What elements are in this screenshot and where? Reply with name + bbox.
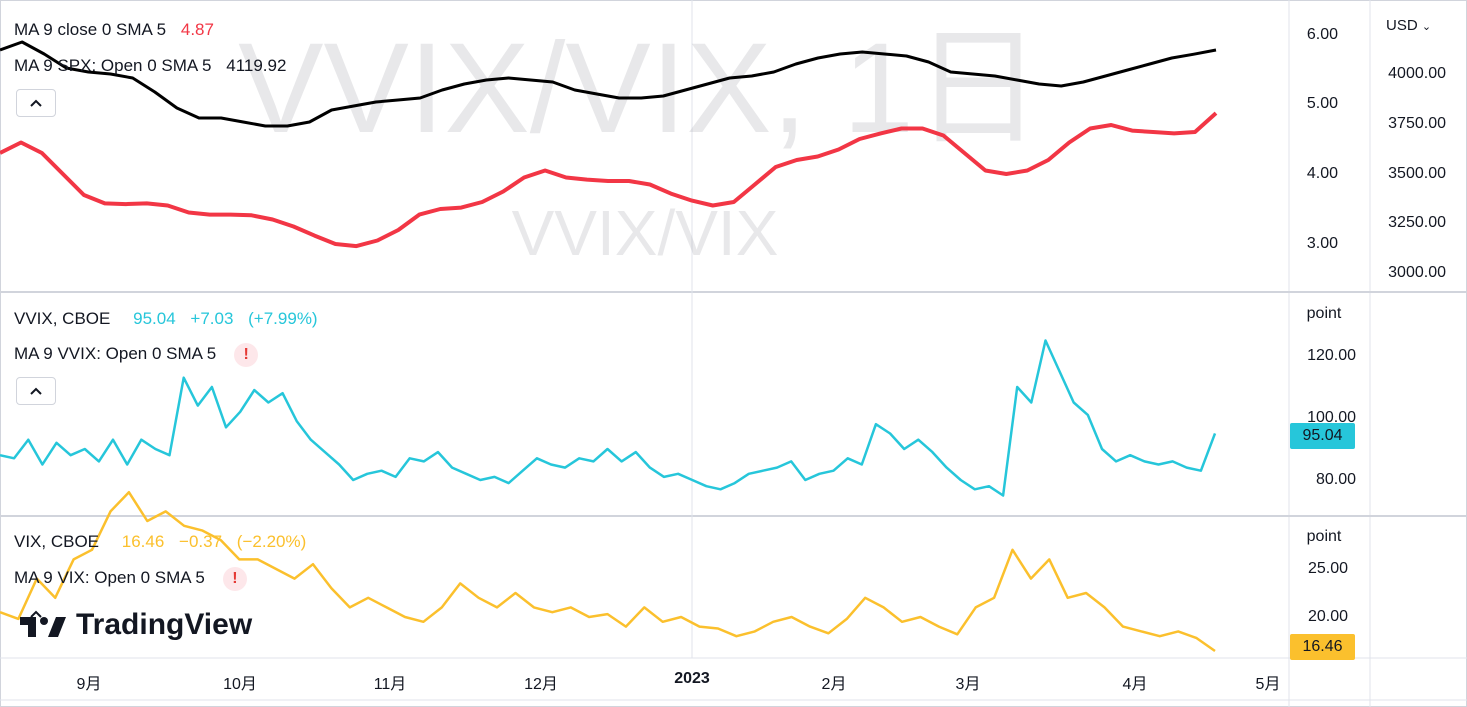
legend-vix-ma[interactable]: MA 9 VIX: Open 0 SMA 5! — [14, 567, 257, 591]
x-axis-label: 2月 — [821, 676, 847, 693]
x-axis-label: 5月 — [1255, 676, 1281, 693]
tradingview-logo[interactable]: TradingView — [20, 608, 252, 642]
currency-selector[interactable]: USD ⌄ — [1386, 17, 1431, 34]
legend-ma-spx[interactable]: MA 9 SPX: Open 0 SMA 5 4119.92 — [14, 56, 296, 76]
chevron-down-icon: ⌄ — [1421, 21, 1432, 33]
left-axis-tick: 4.00 — [1306, 165, 1338, 182]
ma-spx-line — [0, 40, 1217, 128]
watermark-title: VVIX/VIX, 1日 — [238, 17, 1042, 160]
x-axis-label: 10月 — [223, 676, 257, 693]
x-axis-label: 3月 — [955, 676, 981, 693]
x-axis-label: 9月 — [76, 676, 102, 693]
legend-ma-spx-value: 4119.92 — [226, 56, 287, 75]
legend-vvix[interactable]: VVIX, CBOE 95.04 +7.03 (+7.99%) — [14, 309, 328, 329]
right-axis-tick: 3750.00 — [1388, 115, 1446, 132]
warning-icon[interactable]: ! — [234, 343, 259, 367]
chevron-up-icon — [30, 387, 42, 395]
legend-ma-spx-label: MA 9 SPX: Open 0 SMA 5 — [14, 56, 212, 75]
legend-vix-price: 16.46 — [121, 532, 165, 551]
right-axis-tick: 3500.00 — [1388, 165, 1446, 182]
vix-last-price-tag: 16.46 — [1290, 634, 1355, 660]
tradingview-logo-icon — [20, 617, 66, 637]
vvix-axis-tick: 120.00 — [1307, 347, 1356, 364]
currency-label: USD — [1386, 17, 1418, 34]
vvix-axis-tick: 100.00 — [1307, 409, 1356, 426]
chevron-up-icon — [30, 99, 42, 107]
legend-vix-symbol: VIX, CBOE — [14, 532, 100, 551]
legend-ma-close[interactable]: MA 9 close 0 SMA 5 4.87 — [14, 20, 224, 40]
legend-vix[interactable]: VIX, CBOE 16.46 −0.37 (−2.20%) — [14, 532, 316, 552]
legend-ma-close-value: 4.87 — [180, 20, 214, 39]
legend-ma-close-label: MA 9 close 0 SMA 5 — [14, 20, 167, 39]
legend-vvix-price: 95.04 — [133, 309, 176, 328]
left-axis-tick: 6.00 — [1306, 26, 1338, 43]
legend-vvix-change-pct: (+7.99%) — [248, 309, 318, 328]
vix-line — [0, 490, 1216, 653]
top-pane-collapse-button[interactable] — [16, 89, 56, 117]
legend-vix-change: −0.37 — [179, 532, 223, 551]
x-axis-label: 4月 — [1122, 676, 1148, 693]
vix-pane-collapse-button[interactable] — [16, 600, 56, 628]
x-axis-label: 12月 — [524, 676, 558, 693]
ma-close-line — [0, 111, 1218, 249]
legend-vvix-change: +7.03 — [190, 309, 234, 328]
chevron-up-icon — [30, 610, 42, 618]
vvix-pane-collapse-button[interactable] — [16, 377, 56, 405]
legend-vvix-symbol: VVIX, CBOE — [14, 309, 111, 328]
legend-vvix-ma[interactable]: MA 9 VVIX: Open 0 SMA 5! — [14, 343, 268, 367]
x-axis-label: 2023 — [674, 670, 710, 687]
left-axis-tick: 3.00 — [1306, 235, 1338, 252]
x-axis-label: 11月 — [373, 676, 407, 693]
right-axis-tick: 3000.00 — [1388, 264, 1446, 281]
vix-axis-tick: 25.00 — [1307, 560, 1348, 577]
legend-vvix-ma-label: MA 9 VVIX: Open 0 SMA 5 — [14, 344, 217, 363]
right-axis-tick: 4000.00 — [1388, 65, 1446, 82]
vvix-axis-tick: 80.00 — [1315, 471, 1356, 488]
warning-icon[interactable]: ! — [222, 567, 247, 591]
vix-axis-tick: 20.00 — [1307, 608, 1348, 625]
legend-vix-change-pct: (−2.20%) — [236, 532, 307, 551]
left-axis-tick: 5.00 — [1306, 95, 1338, 112]
watermark-subtitle: VVIX/VIX — [512, 197, 779, 269]
vvix-line — [0, 339, 1217, 497]
legend-vix-ma-label: MA 9 VIX: Open 0 SMA 5 — [14, 568, 205, 587]
vvix-unit-label: point — [1306, 305, 1342, 322]
vvix-last-price-tag: 95.04 — [1290, 423, 1355, 449]
right-axis-tick: 3250.00 — [1388, 214, 1446, 231]
tradingview-logo-text: TradingView — [76, 608, 253, 641]
vix-unit-label: point — [1306, 528, 1342, 545]
